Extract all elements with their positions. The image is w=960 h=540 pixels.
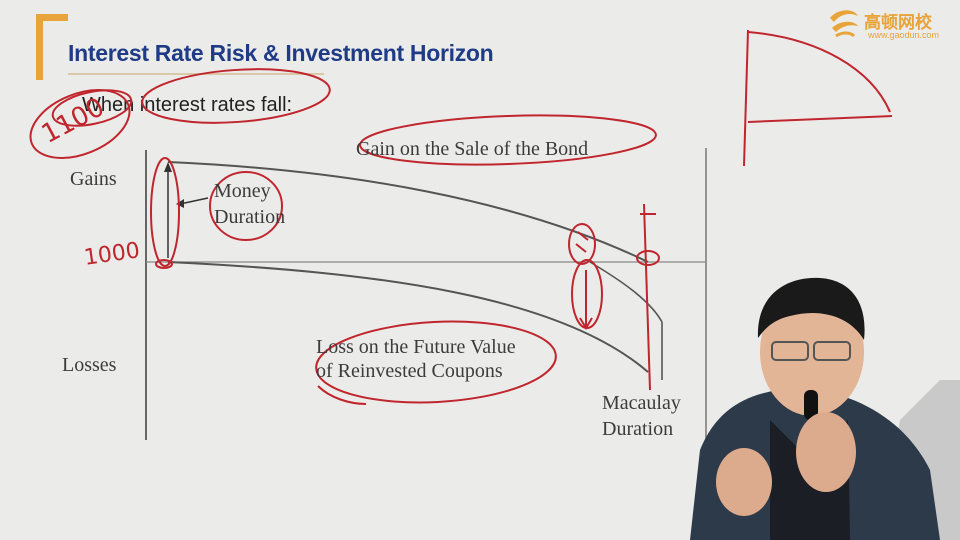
gains-label: Gains xyxy=(70,168,117,190)
logo-swirl-icon xyxy=(830,10,858,38)
loss-circle-tail xyxy=(317,385,367,405)
macaulay-line1: Macaulay xyxy=(602,392,681,414)
glasses-right-icon xyxy=(813,341,851,361)
slide-title: Interest Rate Risk & Investment Horizon xyxy=(68,40,494,66)
up-arrowhead-icon xyxy=(164,162,172,172)
presenter-hair xyxy=(757,277,865,340)
logo-url: www.gaodun.com xyxy=(868,30,940,40)
sketch-horizontal xyxy=(747,115,893,123)
losses-label: Losses xyxy=(62,354,117,376)
loss-label-line2: of Reinvested Coupons xyxy=(316,360,503,382)
logo-name: 高顿网校 xyxy=(864,13,932,33)
money-duration-line1: Money xyxy=(214,180,271,202)
loss-curve xyxy=(167,261,649,373)
presenter-left-hand xyxy=(716,448,772,516)
macaulay-mark-line xyxy=(643,203,651,391)
circle-when xyxy=(51,89,133,127)
arrowhead-icon xyxy=(176,199,184,208)
presenter-right-hand xyxy=(796,412,856,492)
loss-label-line1: Loss on the Future Value xyxy=(316,336,516,358)
gain-curve xyxy=(167,161,649,263)
dot-1000 xyxy=(155,259,173,269)
inner-curve xyxy=(589,261,663,323)
circle-1100 xyxy=(29,89,131,159)
down-arrow-mark xyxy=(579,270,593,330)
oval-gain-span xyxy=(150,157,180,267)
money-duration-arrow xyxy=(179,197,209,205)
glasses-left-icon xyxy=(771,341,809,361)
circle-gain-point xyxy=(568,223,596,265)
circle-loss-label xyxy=(315,320,557,404)
circle-rates-fall xyxy=(141,68,331,124)
presenter-face xyxy=(760,288,864,416)
scribble-ticks xyxy=(575,231,589,253)
gain-on-sale-label: Gain on the Sale of the Bond xyxy=(356,138,589,160)
circle-gain-label xyxy=(359,114,657,166)
slide-subtitle: When interest rates fall: xyxy=(82,94,293,116)
macaulay-line2: Duration xyxy=(602,418,674,440)
sketch-vertical xyxy=(743,29,749,167)
title-bracket-decoration xyxy=(36,14,68,80)
gaodun-logo: 高顿网校 www.gaodun.com xyxy=(824,4,952,44)
money-duration-line2: Duration xyxy=(214,206,286,228)
sketch-curve xyxy=(747,31,891,113)
circle-money-duration xyxy=(209,171,283,241)
microphone-icon xyxy=(804,390,818,420)
handwriting-layer xyxy=(29,29,893,405)
circle-horizon xyxy=(636,250,660,266)
